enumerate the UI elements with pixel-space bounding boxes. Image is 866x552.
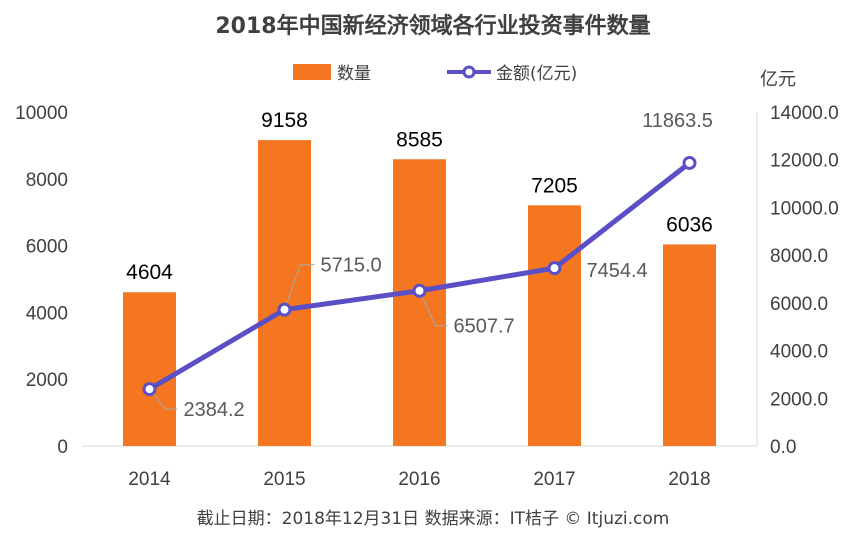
bars — [123, 140, 716, 447]
legend-label-amount: 金额(亿元) — [496, 64, 577, 84]
right-tick-label: 10000.0 — [770, 198, 839, 219]
right-tick-label: 2000.0 — [770, 389, 828, 410]
legend: 数量 金额(亿元) — [293, 64, 577, 84]
bar-value-label: 4604 — [126, 261, 173, 284]
line-labels: 2384.2 5715.0 6507.7 7454.4 11863.5 — [184, 110, 713, 421]
amount-point — [682, 155, 697, 170]
left-tick-label: 10000 — [15, 103, 68, 124]
bar — [528, 205, 581, 446]
left-tick-label: 2000 — [26, 370, 68, 391]
right-tick-label: 4000.0 — [770, 342, 828, 363]
category-labels: 2014 2015 2016 2017 2018 — [128, 469, 710, 490]
right-tick-label: 6000.0 — [770, 294, 828, 315]
amount-value-label: 2384.2 — [184, 399, 245, 421]
right-tick-label: 0.0 — [770, 437, 796, 458]
amount-point — [412, 283, 427, 298]
bar — [663, 244, 716, 446]
footer-note: 截止日期：2018年12月31日 数据来源：IT桔子 © Itjuzi.com — [197, 509, 670, 529]
bar — [393, 159, 446, 447]
legend-label-count: 数量 — [337, 64, 371, 84]
bar-value-label: 6036 — [666, 213, 713, 236]
amount-value-label: 5715.0 — [321, 255, 382, 277]
leader-line — [149, 388, 178, 410]
amount-point — [142, 382, 157, 397]
left-axis-ticks: 0 2000 4000 6000 8000 10000 — [15, 103, 68, 458]
leader-line — [284, 264, 315, 310]
category-label: 2018 — [668, 469, 710, 490]
left-tick-label: 4000 — [26, 303, 68, 324]
bar-labels: 4604 9158 8585 7205 6036 — [126, 109, 713, 284]
right-tick-label: 12000.0 — [770, 151, 839, 172]
bar-value-label: 8585 — [396, 128, 443, 151]
left-tick-label: 0 — [57, 437, 68, 458]
category-label: 2016 — [398, 469, 440, 490]
leader-line — [419, 290, 448, 327]
bar-value-label: 9158 — [261, 109, 308, 132]
amount-value-label: 11863.5 — [642, 110, 713, 132]
right-tick-label: 8000.0 — [770, 246, 828, 267]
right-axis-unit: 亿元 — [760, 69, 796, 90]
right-tick-label: 14000.0 — [770, 103, 839, 124]
bar-value-label: 7205 — [531, 174, 578, 197]
category-label: 2015 — [263, 469, 305, 490]
leader-lines — [149, 264, 448, 410]
amount-line — [142, 155, 697, 397]
category-label: 2014 — [128, 469, 171, 490]
left-tick-label: 6000 — [26, 237, 68, 258]
chart-title: 2018年中国新经济领域各行业投资事件数量 — [215, 13, 650, 39]
amount-point — [277, 302, 292, 317]
bar — [258, 140, 311, 446]
legend-marker-amount — [462, 65, 476, 79]
bar — [123, 292, 176, 446]
legend-swatch-count — [293, 64, 331, 80]
right-axis-ticks: 0.0 2000.0 4000.0 6000.0 8000.0 10000.0 12000.… — [770, 103, 839, 458]
left-tick-label: 8000 — [26, 170, 68, 191]
category-label: 2017 — [533, 469, 575, 490]
amount-point — [547, 261, 562, 276]
amount-value-label: 7454.4 — [587, 260, 648, 282]
amount-value-label: 6507.7 — [454, 316, 515, 338]
